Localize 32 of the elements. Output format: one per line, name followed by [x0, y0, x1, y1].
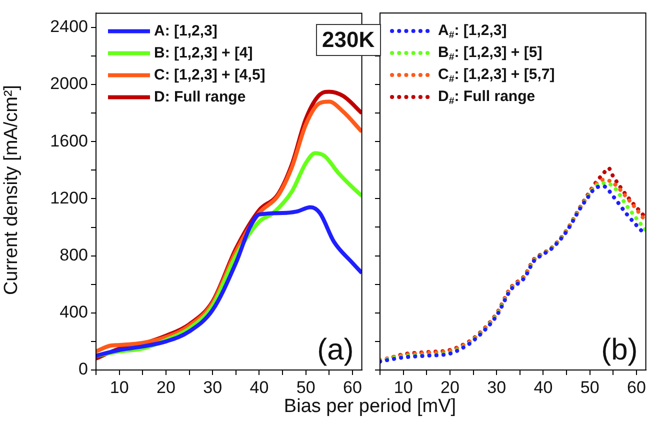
y-tick-label: 1600	[50, 131, 88, 150]
x-tick-label: 40	[250, 378, 269, 397]
y-tick-label: 2400	[50, 17, 88, 36]
legend-label: D#: Full range	[438, 88, 536, 108]
x-tick-label: 60	[343, 378, 362, 397]
x-tick-label: 50	[296, 378, 316, 397]
x-axis-title: Bias per period [mV]	[282, 396, 458, 418]
y-tick-label: 1200	[50, 188, 88, 208]
legend-label: C: [1,2,3] + [4,5]	[154, 66, 266, 84]
y-tick-label: 0	[78, 360, 88, 379]
x-tick-label: 50	[580, 378, 600, 397]
y-tick-label: 800	[60, 246, 88, 265]
y-tick-label: 400	[60, 302, 88, 322]
legend-label: B#: [1,2,3] + [5]	[438, 44, 542, 64]
x-tick-label: 20	[440, 378, 460, 397]
x-tick-label: 20	[156, 378, 176, 397]
legend-label: D: Full range	[154, 88, 246, 106]
annotation: (b)	[601, 333, 638, 366]
legend-label: C#: [1,2,3] + [5,7]	[438, 66, 555, 86]
legend-label: B: [1,2,3] + [4]	[154, 44, 253, 62]
legend-label: A: [1,2,3]	[154, 22, 218, 40]
x-tick-label: 10	[110, 378, 129, 397]
x-tick-label: 40	[534, 378, 553, 397]
annotation: 230K	[316, 24, 381, 56]
x-tick-label: 30	[487, 378, 506, 397]
x-tick-label: 10	[394, 378, 413, 397]
x-tick-label: 30	[203, 378, 222, 397]
y-tick-label: 2000	[50, 74, 88, 94]
annotation: (a)	[317, 333, 354, 366]
y-axis-title: Current density [mA/cm²]	[1, 84, 23, 296]
x-tick-label: 60	[627, 378, 646, 397]
legend-label: A#: [1,2,3]	[438, 22, 507, 42]
